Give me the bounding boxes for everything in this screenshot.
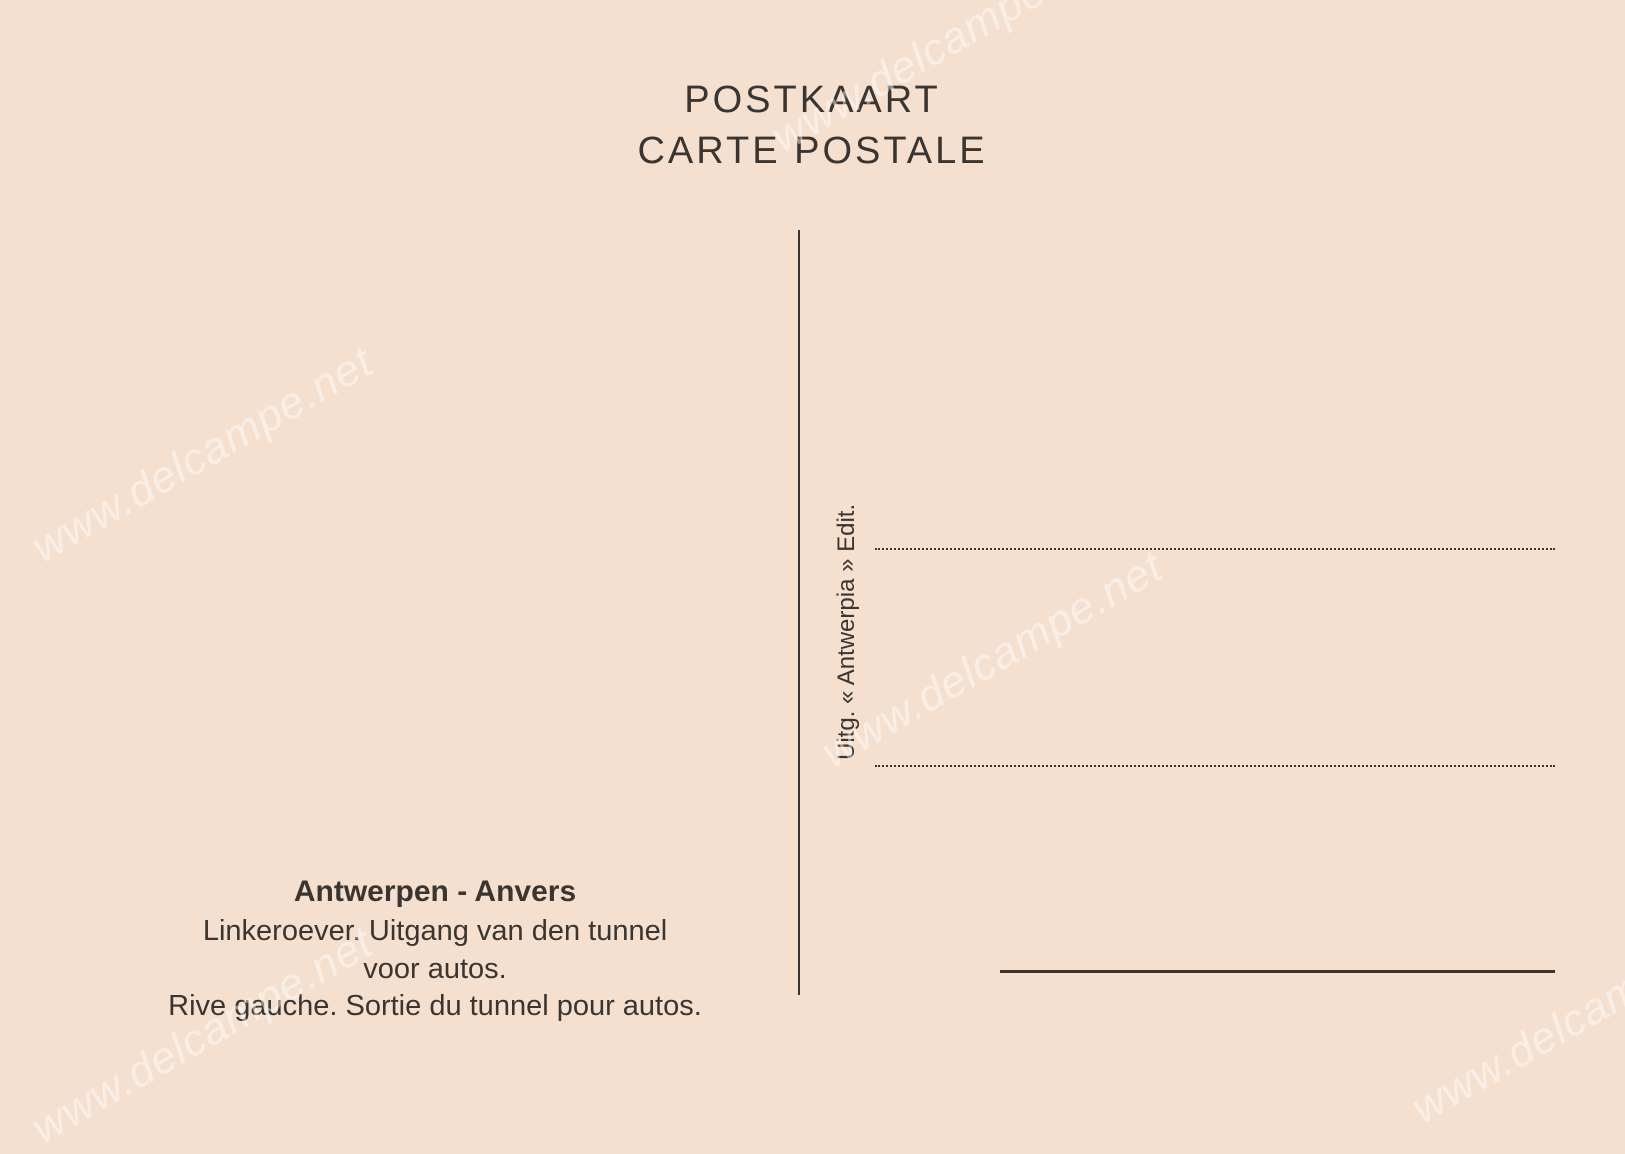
watermark-1: www.delcampe.net	[23, 337, 382, 573]
caption-line-1: Linkeroever. Uitgang van den tunnel	[110, 913, 760, 951]
caption-line-3: Rive gauche. Sortie du tunnel pour autos…	[110, 988, 760, 1026]
header-line-1: POSTKAART	[0, 75, 1625, 126]
caption-block: Antwerpen - Anvers Linkeroever. Uitgang …	[110, 875, 760, 1026]
caption-line-2: voor autos.	[110, 951, 760, 989]
postcard-back: POSTKAART CARTE POSTALE Uitg. « Antwerpi…	[0, 0, 1625, 1101]
vertical-divider	[798, 230, 800, 995]
address-line-solid	[1000, 970, 1555, 973]
address-line-2	[875, 765, 1555, 767]
watermark-5: www.delcampe.net	[1403, 898, 1625, 1134]
watermark-4: www.delcampe.net	[813, 542, 1172, 778]
header: POSTKAART CARTE POSTALE	[0, 75, 1625, 178]
address-line-1	[875, 548, 1555, 550]
caption-title: Antwerpen - Anvers	[110, 875, 760, 909]
header-line-2: CARTE POSTALE	[0, 126, 1625, 177]
publisher-text: Uitg. « Antwerpia » Edit.	[833, 504, 861, 760]
